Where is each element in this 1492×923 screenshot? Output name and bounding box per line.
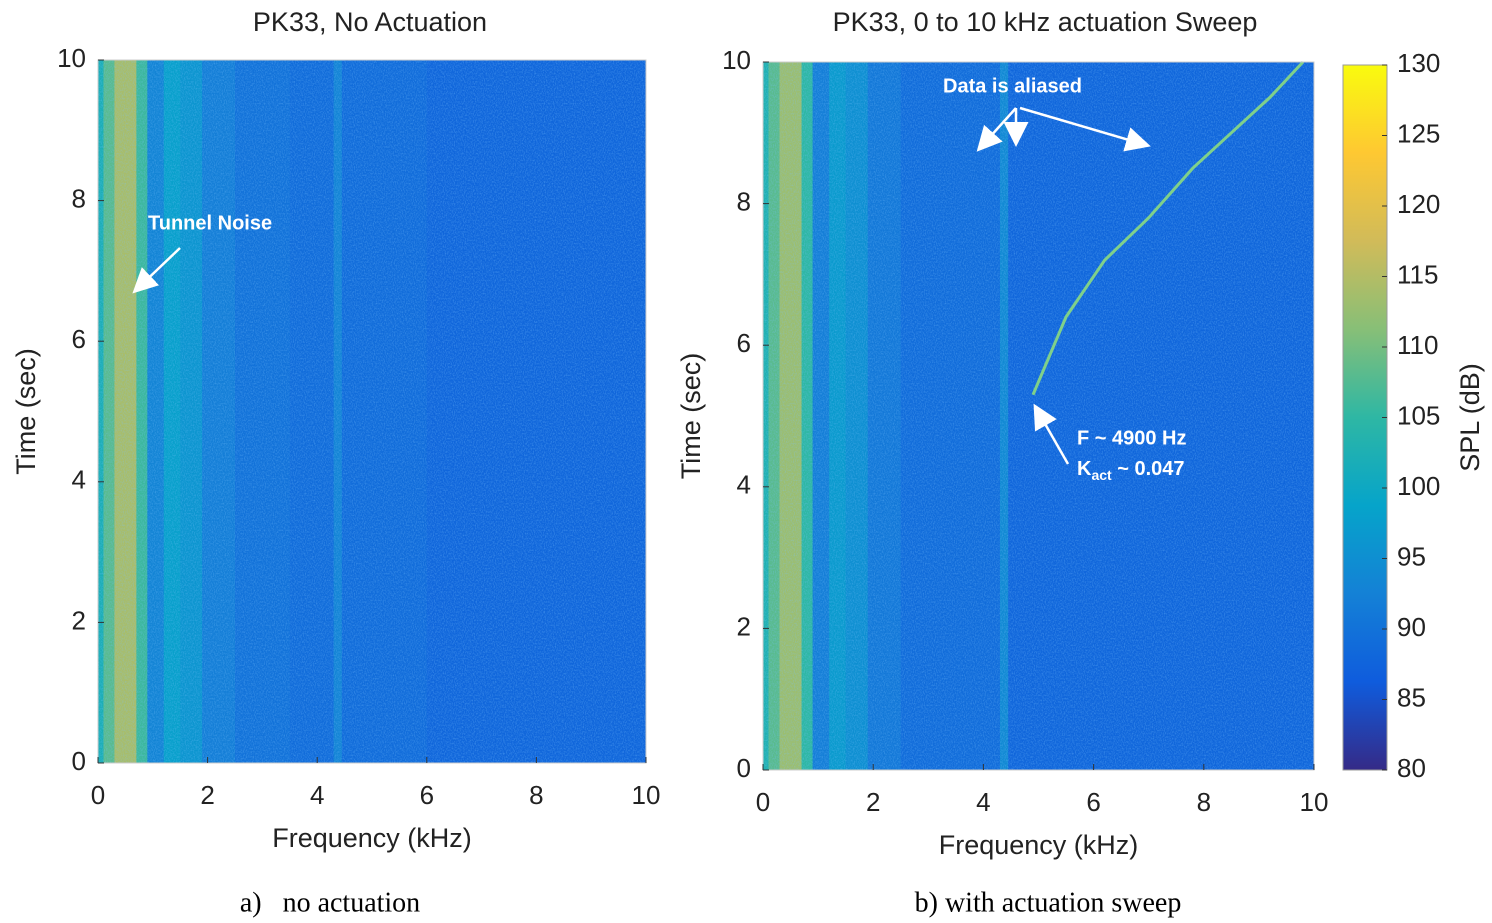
colorbar-tick-label: 115 [1397, 259, 1438, 289]
sweep-line [1031, 60, 1305, 396]
plot-frame [97, 59, 647, 764]
y-tick-label: 10 [57, 43, 86, 73]
arrow [976, 107, 1017, 152]
chart-title: PK33, No Actuation [253, 7, 487, 37]
colorbar-tick-label: 90 [1397, 612, 1426, 642]
arrow [1019, 106, 1151, 152]
arrow [132, 247, 181, 294]
colorbar [1342, 64, 1388, 771]
colorbar-tick-label: 105 [1397, 400, 1440, 430]
annotation: ~ 0.047 [1112, 458, 1185, 480]
annotation: Tunnel Noise [148, 212, 272, 234]
y-tick-label: 6 [72, 324, 86, 354]
x-tick-label: 6 [1086, 787, 1100, 817]
chart-title: PK33, 0 to 10 kHz actuation Sweep [833, 7, 1258, 37]
y-tick-label: 8 [72, 183, 86, 213]
x-axis-label: Frequency (kHz) [272, 823, 472, 853]
noise-texture [763, 62, 1314, 770]
x-tick-label: 8 [1197, 787, 1211, 817]
annotation: Kact ~ 0.047 [1077, 458, 1185, 482]
colorbar-label: SPL (dB) [1455, 363, 1485, 472]
colorbar-tick-label: 100 [1397, 471, 1440, 501]
annotation: K [1077, 458, 1092, 480]
x-tick-label: 4 [976, 787, 990, 817]
annotations: Tunnel Noise Data is aliased F ~ 4900 Hz… [132, 75, 1187, 483]
colorbar-tick-label: 80 [1397, 753, 1426, 783]
colorbar-tick-label: 125 [1397, 118, 1440, 148]
x-tick-label: 4 [310, 780, 324, 810]
y-tick-label: 4 [737, 470, 751, 500]
y-tick-label: 0 [72, 746, 86, 776]
x-tick-label: 0 [756, 787, 770, 817]
x-tick-label: 6 [420, 780, 434, 810]
noise-texture [98, 60, 646, 763]
colorbar-tick-label: 120 [1397, 189, 1440, 219]
y-tick-label: 2 [737, 611, 751, 641]
y-tick-label: 6 [737, 328, 751, 358]
x-axis-label: Frequency (kHz) [939, 830, 1139, 860]
x-tick-label: 8 [529, 780, 543, 810]
y-axis-label: Time (sec) [11, 348, 41, 475]
y-tick-label: 2 [72, 605, 86, 635]
x-tick-label: 10 [632, 780, 661, 810]
y-tick-label: 4 [72, 465, 86, 495]
caption: b) with actuation sweep [915, 887, 1182, 918]
x-tick-label: 2 [200, 780, 214, 810]
arrow [1033, 403, 1070, 465]
x-tick-label: 0 [91, 780, 105, 810]
y-tick-label: 8 [737, 186, 751, 216]
colorbar-tick-label: 85 [1397, 682, 1426, 712]
y-tick-label: 0 [737, 753, 751, 783]
colorbar-tick-label: 95 [1397, 541, 1426, 571]
x-tick-label: 10 [1300, 787, 1329, 817]
annotation: F ~ 4900 Hz [1077, 427, 1187, 449]
colorbar-tick-label: 110 [1397, 330, 1438, 360]
annotation: act [1091, 467, 1112, 483]
caption: a) no actuation [240, 887, 420, 918]
colorbar-tick-label: 130 [1397, 48, 1440, 78]
annotation: Data is aliased [943, 75, 1082, 97]
x-tick-label: 2 [866, 787, 880, 817]
y-tick-label: 10 [722, 45, 751, 75]
y-axis-label: Time (sec) [676, 353, 706, 480]
plot-frame [762, 61, 1315, 771]
